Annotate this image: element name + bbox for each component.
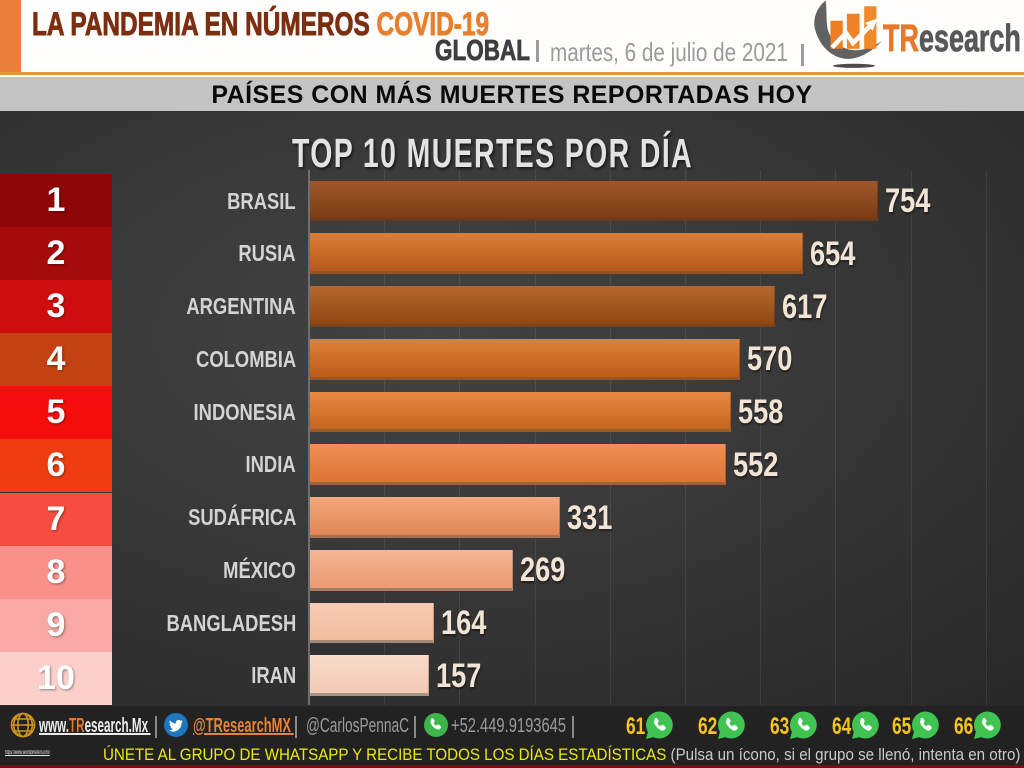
svg-text:TResearch: TResearch [883,16,1021,59]
